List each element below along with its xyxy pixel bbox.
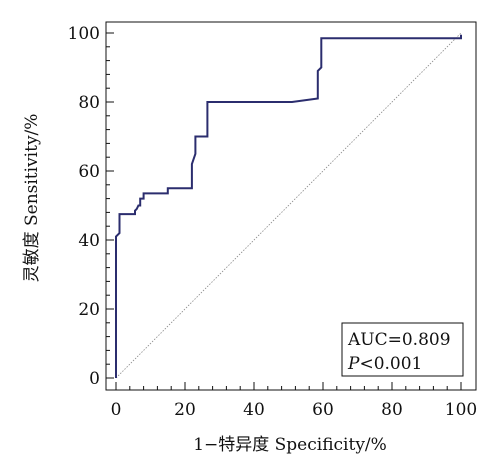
x-axis-title: 1−特异度 Specificity/% <box>193 435 387 455</box>
x-tick-label: 80 <box>381 400 403 420</box>
x-tick-label: 60 <box>312 400 334 420</box>
auc-annotation: AUC=0.809 <box>347 330 451 350</box>
ticks-layer: 0 20 40 60 80 100 0 20 40 60 80 100 <box>68 24 478 420</box>
y-tick-label: 20 <box>78 300 100 320</box>
y-tick-label: 40 <box>78 231 100 251</box>
annotation-box <box>341 322 464 377</box>
y-tick-label: 60 <box>78 162 100 182</box>
y-tick-label: 0 <box>89 369 100 389</box>
y-axis-title: 灵敏度 Sensitivity/% <box>22 114 42 283</box>
p-value-annotation: P<0.001 <box>347 354 422 374</box>
x-tick-label: 100 <box>445 400 477 420</box>
x-tick-label: 40 <box>243 400 265 420</box>
plot-frame <box>105 21 477 391</box>
reference-diagonal-line <box>115 32 462 379</box>
roc-curve-line <box>115 34 462 378</box>
y-tick-label: 80 <box>78 93 100 113</box>
x-tick-label: 20 <box>174 400 196 420</box>
y-tick-label: 100 <box>68 24 100 44</box>
x-tick-label: 0 <box>111 400 122 420</box>
curve-layer <box>115 34 462 378</box>
reference-layer <box>115 32 462 379</box>
